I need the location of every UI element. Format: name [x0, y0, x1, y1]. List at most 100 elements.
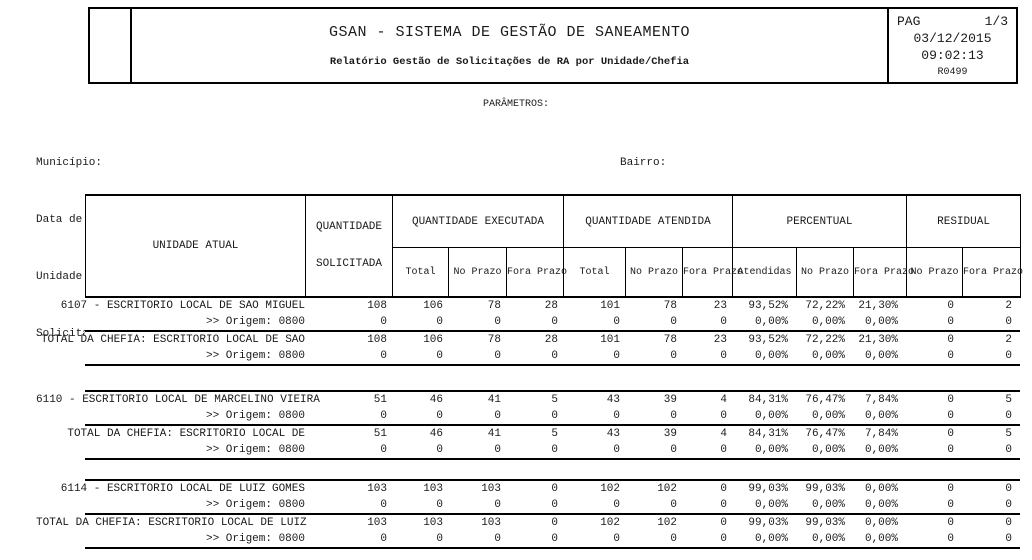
attended-late: 4 [682, 424, 732, 442]
executed-on-time: 0 [494, 410, 501, 422]
table-row: 6107 - ESCRITORIO LOCAL DE SAO MIGUEL 10… [61, 298, 1020, 314]
executed-late: 28 [544, 300, 558, 312]
sub-header-res-fora-prazo: Fora Prazo [962, 247, 1023, 298]
attended-on-time: 0 [670, 410, 677, 422]
executed-total: 0 [392, 531, 448, 549]
pct-on-time: 99,03% [796, 513, 853, 531]
pct-attended: 0,00% [754, 316, 788, 328]
executed-total: 0 [392, 442, 448, 460]
table-section: 6107 - ESCRITORIO LOCAL DE SAO MIGUEL 10… [41, 298, 1020, 366]
executed-on-time: 78 [448, 330, 506, 348]
table-body: 6107 - ESCRITORIO LOCAL DE SAO MIGUEL 10… [36, 298, 1020, 560]
unit-label: TOTAL DA CHEFIA: ESCRITORIO LOCAL DE SAO [41, 330, 305, 348]
report-time: 09:02:13 [921, 48, 984, 63]
attended-total: 0 [563, 348, 625, 366]
report-title: GSAN - SISTEMA DE GESTÃO DE SANEAMENTO [328, 24, 691, 41]
solicited-qty: 51 [305, 390, 392, 408]
residual-on-time: 0 [906, 513, 962, 531]
param-bairro: Bairro: [620, 157, 667, 169]
table-section: 6110 - ESCRITORIO LOCAL DE MARCELINO VIE… [36, 390, 1020, 460]
executed-late: 5 [506, 424, 563, 442]
attended-late: 0 [682, 348, 732, 366]
solicited-qty: 0 [305, 348, 392, 366]
solicited-qty: 103 [305, 513, 392, 531]
executed-late: 0 [506, 348, 563, 366]
pct-late: 0,00% [853, 513, 906, 531]
residual-late: 0 [962, 531, 1020, 549]
sub-header-exec-no-prazo: No Prazo [448, 247, 507, 298]
attended-on-time: 78 [663, 300, 677, 312]
table-row: TOTAL DA CHEFIA: ESCRITORIO LOCAL DE SAO… [41, 330, 1020, 348]
executed-late: 0 [506, 513, 563, 531]
pct-late: 0,00% [864, 499, 898, 511]
pct-late: 21,30% [853, 330, 906, 348]
attended-late: 0 [720, 316, 727, 328]
residual-on-time: 0 [906, 442, 962, 460]
pct-attended: 0,00% [732, 348, 796, 366]
table-row: >> Origem: 0800 0 0 0 0 0 0 0 0,00% 0,00… [85, 314, 1020, 331]
executed-on-time: 41 [448, 424, 506, 442]
pct-attended: 93,52% [748, 300, 788, 312]
col-header-line: QUANTIDADE [315, 221, 382, 233]
attended-total: 101 [563, 330, 625, 348]
attended-total: 102 [563, 479, 625, 497]
report-table: UNIDADE ATUAL QUANTIDADE SOLICITADA QUAN… [36, 194, 1023, 560]
attended-on-time: 102 [625, 513, 682, 531]
executed-late: 0 [551, 499, 558, 511]
report-subtitle: Relatório Gestão de Solicitações de RA p… [329, 56, 690, 68]
attended-total: 0 [613, 316, 620, 328]
executed-total: 46 [392, 424, 448, 442]
executed-total: 103 [392, 513, 448, 531]
residual-late: 2 [962, 330, 1020, 348]
pct-late: 7,84% [853, 424, 906, 442]
param-municipio: Município: [36, 157, 103, 169]
pct-attended: 99,03% [732, 513, 796, 531]
attended-late: 0 [682, 531, 732, 549]
group-header-quantidade-atendida: QUANTIDADE ATENDIDA [563, 194, 733, 249]
attended-late: 0 [682, 513, 732, 531]
col-header-line: SOLICITADA [315, 258, 382, 270]
executed-on-time: 0 [494, 499, 501, 511]
executed-total: 46 [392, 390, 448, 408]
table-row: TOTAL DA CHEFIA: ESCRITORIO LOCAL DE LUI… [36, 513, 1020, 531]
pct-on-time: 72,22% [805, 300, 845, 312]
executed-on-time: 0 [448, 442, 506, 460]
attended-on-time: 0 [670, 499, 677, 511]
attended-on-time: 0 [625, 442, 682, 460]
unit-label: TOTAL DA CHEFIA: ESCRITORIO LOCAL DE LUI… [36, 513, 307, 531]
residual-on-time: 0 [906, 424, 962, 442]
page-label: PAG [897, 14, 921, 29]
residual-late: 0 [1005, 316, 1012, 328]
group-header-quantidade-executada: QUANTIDADE EXECUTADA [392, 194, 564, 249]
attended-total: 43 [563, 424, 625, 442]
solicited-qty: 0 [305, 442, 392, 460]
executed-total: 106 [392, 330, 448, 348]
residual-on-time: 0 [947, 316, 954, 328]
attended-late: 23 [682, 330, 732, 348]
parameters-heading: PARÂMETROS: [482, 99, 549, 110]
pct-late: 21,30% [858, 300, 898, 312]
pct-on-time: 72,22% [796, 330, 853, 348]
attended-total: 102 [563, 513, 625, 531]
report-code: R0499 [937, 67, 968, 78]
sub-header-exec-fora-prazo: Fora Prazo [506, 247, 567, 298]
executed-on-time: 41 [448, 390, 506, 408]
solicited-qty: 108 [367, 300, 387, 312]
sub-header-aten-total: Total [563, 247, 626, 298]
residual-late: 0 [1005, 410, 1012, 422]
residual-on-time: 0 [906, 390, 962, 408]
col-header-quantidade-solicitada: QUANTIDADE SOLICITADA [305, 194, 393, 298]
sub-header-pct-fora-prazo: Fora Prazo [852, 247, 914, 298]
pct-on-time: 76,47% [796, 424, 853, 442]
report-date: 03/12/2015 [913, 31, 992, 46]
residual-late: 5 [962, 424, 1020, 442]
residual-late: 0 [962, 348, 1020, 366]
pct-on-time: 0,00% [796, 442, 853, 460]
executed-total: 106 [423, 300, 443, 312]
table-row: TOTAL DA CHEFIA: ESCRITORIO LOCAL DE 51 … [67, 424, 1020, 442]
pct-on-time: 0,00% [796, 531, 853, 549]
attended-on-time: 39 [625, 424, 682, 442]
pct-attended: 99,03% [732, 479, 796, 497]
pct-on-time: 0,00% [811, 499, 845, 511]
pct-attended: 0,00% [732, 442, 796, 460]
